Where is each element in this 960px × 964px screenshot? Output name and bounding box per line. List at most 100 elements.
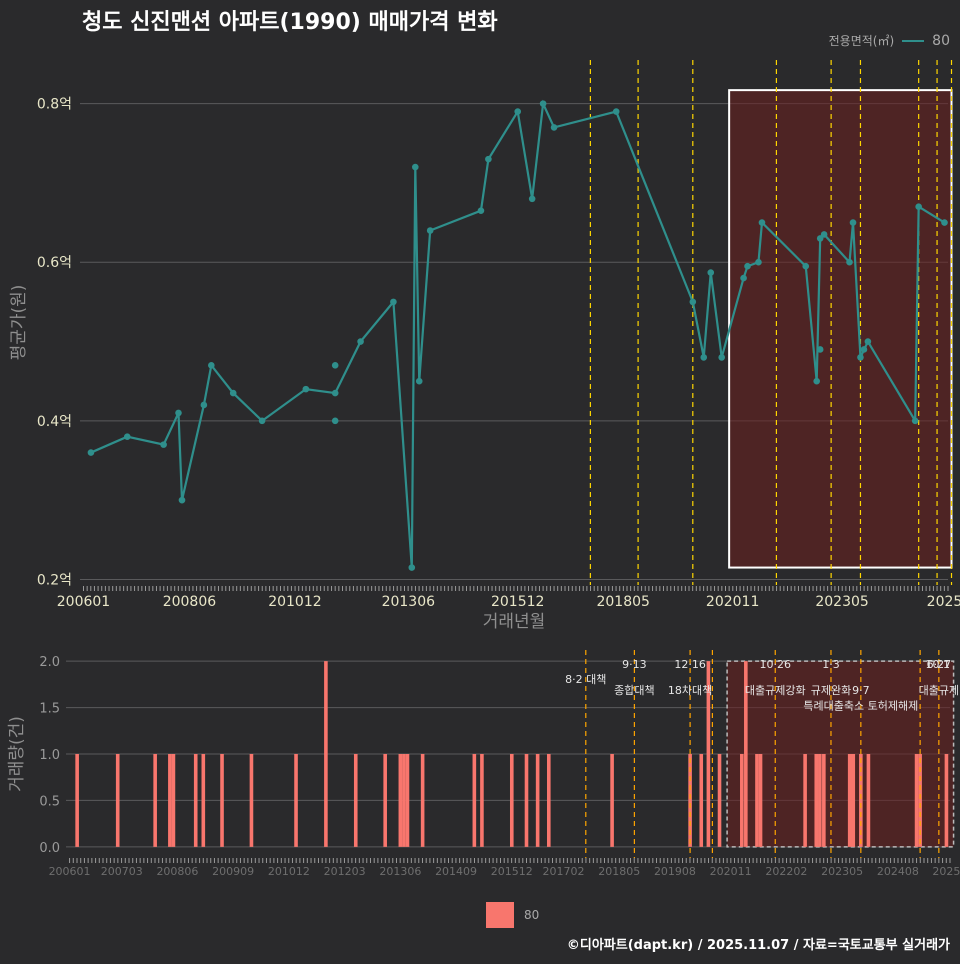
price-point: [718, 354, 725, 361]
price-point: [744, 262, 751, 270]
volume-bar: [249, 754, 254, 847]
volume-bar: [822, 754, 826, 847]
volume-bar: [918, 754, 922, 847]
price-point: [302, 385, 310, 393]
bottom-x-tick-label: 202305: [821, 865, 863, 878]
top-x-tick-label: 201306: [382, 594, 436, 610]
volume-bar: [859, 754, 863, 847]
price-point: [175, 409, 182, 417]
policy-annotation: 9·7: [852, 684, 870, 697]
volume-bar: [803, 754, 807, 847]
volume-bar: [535, 754, 540, 847]
bottom-x-tick-label: 201203: [324, 865, 366, 878]
volume-bar: [744, 661, 748, 847]
bottom-y-tick-label: 1.5: [39, 702, 60, 717]
volume-bar: [193, 754, 198, 847]
volume-bar: [480, 754, 484, 847]
bar-legend-value: 80: [524, 908, 540, 922]
bottom-x-tick-label: 202011: [710, 865, 752, 878]
price-point: [612, 108, 620, 115]
price-point: [408, 564, 416, 571]
volume-bar: [814, 754, 819, 847]
bottom-x-tick-label: 2025: [932, 865, 960, 878]
volume-bar: [168, 754, 172, 847]
volume-bar: [201, 754, 206, 847]
bottom-y-tick-label: 0.0: [39, 841, 60, 856]
volume-bar: [75, 754, 79, 847]
volume-bar: [115, 754, 120, 847]
bottom-x-tick-label: 201805: [598, 865, 640, 878]
policy-annotation: 9·13: [622, 658, 647, 671]
price-point: [941, 219, 948, 226]
price-point: [87, 449, 95, 456]
volume-bar: [847, 754, 852, 847]
volume-bar: [402, 754, 406, 847]
top-y-tick-label: 0.2억: [37, 572, 72, 588]
price-point: [415, 377, 423, 385]
price-point: [229, 389, 237, 397]
policy-annotation: 8·2 대책: [565, 673, 606, 686]
price-point: [357, 338, 364, 345]
bar-legend-swatch: [486, 902, 514, 928]
volume-bar: [220, 754, 224, 847]
price-point: [331, 389, 339, 397]
top-x-tick-label: 200601: [57, 594, 110, 610]
price-point: [911, 417, 919, 425]
bottom-y-tick-label: 1.0: [39, 748, 60, 763]
volume-bar: [294, 754, 298, 847]
line-legend-title: 전용면적(㎡): [828, 34, 895, 48]
policy-annotation: 18차대책: [668, 684, 712, 697]
bottom-x-tick-label: 201012: [268, 865, 310, 878]
policy-annotation: 대출규제: [919, 684, 959, 697]
volume-bar: [755, 754, 759, 847]
volume-bar: [509, 754, 514, 847]
price-point: [860, 346, 868, 353]
volume-bar: [546, 754, 551, 847]
price-point: [331, 362, 339, 369]
volume-bar: [398, 754, 403, 847]
volume-bar: [699, 754, 704, 847]
volume-bar: [405, 754, 410, 847]
bottom-x-tick-label: 200806: [156, 865, 198, 878]
volume-bar: [706, 661, 711, 847]
price-point: [550, 124, 558, 131]
volume-bar: [688, 754, 692, 847]
price-point: [178, 496, 186, 504]
price-point: [820, 231, 828, 238]
volume-bar: [758, 754, 763, 847]
policy-annotation: 12·16: [674, 658, 706, 671]
volume-bar: [353, 754, 358, 847]
price-point: [528, 195, 536, 203]
price-point: [411, 163, 419, 171]
volume-bar: [524, 754, 529, 847]
price-point: [755, 258, 762, 266]
volume-bar: [171, 754, 176, 847]
price-point: [123, 433, 131, 440]
bottom-x-tick-label: 201409: [435, 865, 477, 878]
price-point: [208, 362, 215, 369]
price-point: [200, 401, 208, 409]
price-point: [740, 274, 747, 282]
bottom-y-axis-title: 거래량(건): [7, 716, 27, 792]
price-point: [849, 219, 857, 226]
price-point: [758, 219, 766, 226]
bottom-x-tick-label: 201306: [379, 865, 421, 878]
top-x-tick-label: 202305: [815, 594, 868, 610]
volume-bar: [851, 754, 856, 847]
policy-annotation: 6·27: [927, 658, 952, 671]
bottom-y-tick-label: 2.0: [39, 655, 60, 670]
volume-bar: [717, 754, 722, 847]
line-legend-value: 80: [932, 32, 950, 49]
volume-bar: [383, 754, 387, 847]
bottom-x-tick-label: 201908: [654, 865, 696, 878]
top-x-tick-label: 201512: [491, 594, 544, 610]
volume-bar: [740, 754, 744, 847]
price-point: [514, 108, 522, 115]
price-point: [539, 100, 547, 107]
price-point: [813, 377, 820, 385]
price-point: [915, 203, 922, 211]
source-credit: ©디아파트(dapt.kr) / 2025.11.07 / 자료=국토교통부 실…: [566, 938, 950, 953]
top-x-tick-label: 201012: [268, 594, 321, 610]
